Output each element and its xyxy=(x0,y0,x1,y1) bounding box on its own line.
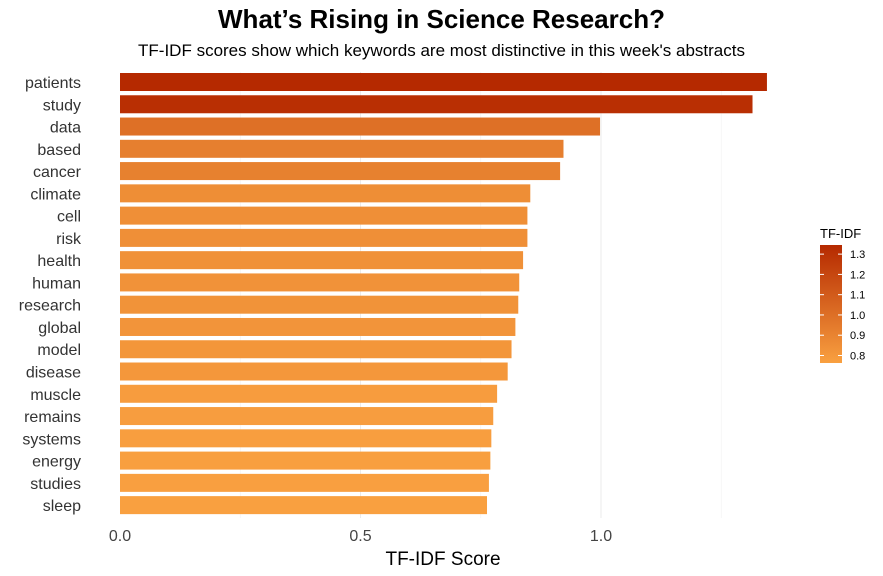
color-legend: TF-IDF 0.8 0.9 1.0 1.1 1.2 1.3 xyxy=(820,226,865,363)
bar-risk xyxy=(120,228,528,247)
bar-research xyxy=(120,295,519,314)
chart-title: What’s Rising in Science Research? xyxy=(218,4,665,34)
legend-title: TF-IDF xyxy=(820,226,861,241)
y-label-human: human xyxy=(32,275,81,292)
y-axis-labels: patients study data based cancer climate cell r… xyxy=(19,75,82,515)
bar-muscle xyxy=(120,384,498,403)
bar-remains xyxy=(120,407,494,426)
y-label-global: global xyxy=(38,320,81,337)
x-tick-label: 1.0 xyxy=(590,528,612,545)
bar-cell xyxy=(120,206,528,225)
legend-tick-label: 1.3 xyxy=(850,249,865,261)
y-label-sleep: sleep xyxy=(43,498,81,515)
bar-climate xyxy=(120,184,531,203)
legend-color-bar xyxy=(820,245,842,363)
y-label-research: research xyxy=(19,298,81,315)
bar-global xyxy=(120,317,516,336)
grid-lines xyxy=(239,72,722,518)
y-label-cancer: cancer xyxy=(33,164,82,181)
x-axis-ticks: 0.0 0.5 1.0 xyxy=(109,528,612,545)
y-label-energy: energy xyxy=(32,454,81,471)
legend-tick-label: 1.2 xyxy=(850,269,865,281)
bars xyxy=(120,73,767,515)
legend-tick-label: 1.1 xyxy=(850,290,865,302)
y-label-climate: climate xyxy=(30,186,81,203)
bar-data xyxy=(120,117,601,136)
bar-health xyxy=(120,251,524,270)
bar-human xyxy=(120,273,520,292)
y-label-disease: disease xyxy=(26,365,81,382)
bar-energy xyxy=(120,451,491,470)
y-label-patients: patients xyxy=(25,75,81,92)
bar-study xyxy=(120,95,753,114)
legend-tick-label: 0.9 xyxy=(850,330,865,342)
y-label-model: model xyxy=(37,342,81,359)
y-label-muscle: muscle xyxy=(30,387,81,404)
x-axis-label: TF-IDF Score xyxy=(385,549,500,570)
y-label-health: health xyxy=(37,253,81,270)
bar-disease xyxy=(120,362,508,381)
y-label-data: data xyxy=(50,120,81,137)
bar-model xyxy=(120,340,512,359)
bar-sleep xyxy=(120,496,488,515)
chart-subtitle: TF-IDF scores show which keywords are mo… xyxy=(138,41,745,60)
y-label-remains: remains xyxy=(24,409,81,426)
y-label-cell: cell xyxy=(57,209,81,226)
legend-tick-label: 0.8 xyxy=(850,350,865,362)
bar-systems xyxy=(120,429,492,448)
legend-tick-label: 1.0 xyxy=(850,310,865,322)
y-label-risk: risk xyxy=(56,231,82,248)
y-label-study: study xyxy=(43,97,81,114)
bar-based xyxy=(120,139,564,158)
y-label-based: based xyxy=(37,142,81,159)
bar-studies xyxy=(120,473,489,492)
x-tick-label: 0.5 xyxy=(349,528,371,545)
bar-cancer xyxy=(120,162,561,181)
y-label-systems: systems xyxy=(22,431,81,448)
y-label-studies: studies xyxy=(30,476,81,493)
x-tick-label: 0.0 xyxy=(109,528,131,545)
bar-patients xyxy=(120,73,767,91)
